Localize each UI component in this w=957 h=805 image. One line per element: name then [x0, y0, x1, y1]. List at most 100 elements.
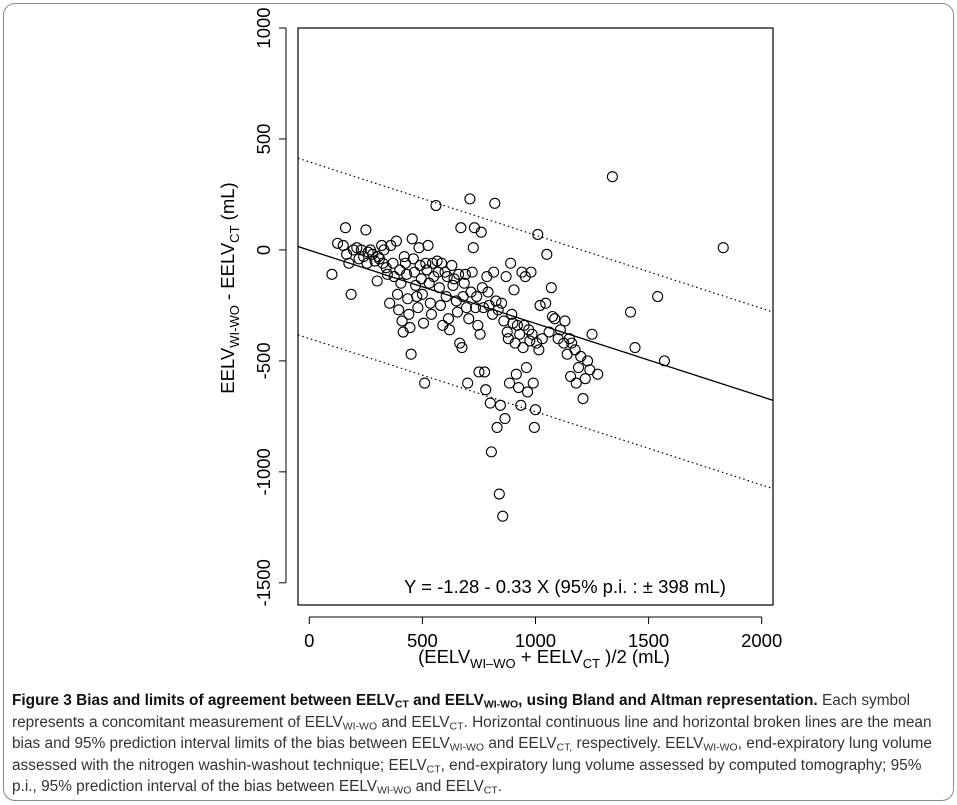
data-points [326, 171, 729, 522]
data-point [566, 337, 578, 349]
data-point [440, 290, 452, 303]
data-point [453, 268, 465, 280]
data-point [505, 257, 517, 269]
data-point [545, 282, 557, 294]
data-point [371, 275, 383, 287]
data-point [503, 377, 516, 389]
data-point [326, 268, 338, 280]
data-point [411, 290, 423, 303]
regression-lines [298, 157, 773, 490]
data-point [579, 373, 591, 385]
data-point [606, 171, 618, 183]
data-point [510, 368, 522, 380]
data-point [419, 377, 431, 389]
data-point [577, 393, 589, 405]
x-tick-label: 0 [304, 630, 314, 651]
data-point [424, 297, 436, 309]
data-point [398, 251, 410, 263]
data-point [524, 335, 536, 347]
data-point [402, 293, 414, 305]
data-point [345, 288, 357, 300]
y-tick-label: -1000 [253, 448, 274, 495]
axis-labels: Y = -1.28 - 0.33 X (95% p.i. : ± 398 mL)… [217, 182, 726, 671]
data-point [536, 333, 548, 345]
data-point [570, 377, 582, 389]
data-point [586, 328, 598, 340]
caption-title: Figure 3 Bias and limits of agreement be… [12, 692, 818, 711]
data-point [534, 299, 546, 311]
data-point [425, 308, 438, 320]
data-point [506, 308, 518, 320]
y-tick-label: -1500 [253, 559, 274, 606]
data-point [479, 366, 491, 378]
data-point [520, 361, 533, 374]
data-point [361, 257, 373, 269]
data-point [467, 242, 479, 254]
data-point [532, 228, 544, 240]
data-point [384, 297, 396, 309]
data-point [528, 421, 540, 434]
scatter-chart: 0 500 1000 1500 2000 1000 500 0 -500 -1000 -1500 Y… [217, 7, 782, 671]
data-point [413, 242, 425, 254]
data-point [543, 326, 555, 338]
data-point [420, 257, 432, 269]
data-point [491, 421, 503, 434]
y-tick-label: 0 [253, 245, 274, 255]
data-point [396, 315, 408, 327]
data-point [395, 277, 407, 289]
regression-annotation: Y = -1.28 - 0.33 X (95% p.i. : ± 398 mL) [404, 576, 726, 597]
data-point [474, 328, 486, 340]
data-point [565, 370, 577, 382]
data-point [355, 244, 367, 256]
data-point [466, 266, 478, 278]
data-point [488, 266, 500, 278]
data-point [442, 313, 454, 325]
data-point [499, 413, 511, 425]
data-point [512, 381, 525, 394]
data-point [480, 384, 492, 396]
x-tick-label: 500 [407, 630, 438, 651]
data-point [464, 193, 476, 205]
data-point [554, 324, 566, 336]
data-point [514, 328, 526, 340]
data-point [391, 288, 404, 300]
x-axis-label: (EELVWI–WO + EELVCT )/2 (mL) [418, 646, 670, 671]
data-point [658, 355, 670, 367]
data-point [484, 397, 496, 409]
data-point [559, 315, 571, 327]
data-point [477, 302, 490, 314]
data-point [522, 386, 534, 398]
figure-caption: Figure 3 Bias and limits of agreement be… [12, 690, 942, 798]
data-point [463, 313, 475, 325]
data-point [470, 302, 482, 314]
data-point [492, 304, 504, 316]
data-point [462, 377, 474, 389]
data-point [403, 308, 415, 320]
data-point [421, 264, 433, 276]
data-point [497, 510, 509, 522]
y-tick-label: -500 [253, 342, 274, 379]
x-tick-label: 1500 [628, 630, 669, 651]
data-point [473, 366, 485, 378]
figure-frame [3, 3, 954, 801]
data-point [529, 404, 542, 416]
data-point [407, 253, 419, 265]
data-point [332, 237, 344, 249]
data-point [546, 310, 559, 323]
upper-limit-line [298, 157, 773, 313]
data-point [717, 242, 729, 254]
data-point [540, 297, 552, 309]
data-point [451, 306, 464, 318]
data-point [475, 226, 487, 238]
x-tick-label: 2000 [741, 630, 782, 651]
data-point [572, 361, 585, 374]
data-point [501, 326, 513, 338]
y-tick-label: 500 [253, 124, 274, 155]
data-point [433, 282, 445, 294]
y-tick-label: 1000 [253, 7, 274, 48]
data-point [482, 286, 494, 298]
data-point [343, 257, 355, 269]
data-point [496, 297, 508, 309]
data-point [404, 322, 416, 334]
data-point [527, 377, 539, 389]
